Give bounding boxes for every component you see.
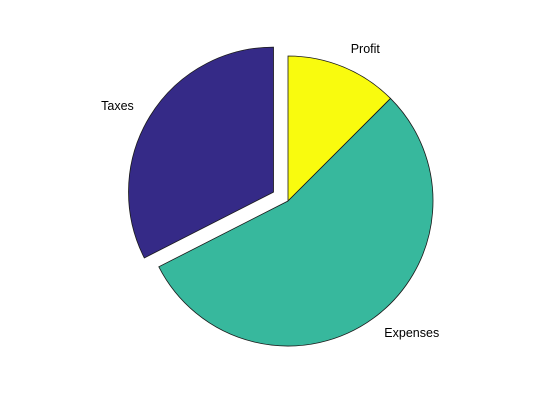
- pie-labels: Profit Expenses Taxes: [101, 42, 439, 340]
- pie-slice-taxes: [128, 46, 274, 259]
- pie-slice-profit: [287, 55, 392, 202]
- pie-label-expenses: Expenses: [384, 326, 439, 340]
- pie-slice-expenses: [158, 97, 434, 347]
- pie-label-taxes: Taxes: [101, 99, 134, 113]
- pie-slices: [128, 46, 434, 347]
- pie-label-profit: Profit: [351, 42, 381, 56]
